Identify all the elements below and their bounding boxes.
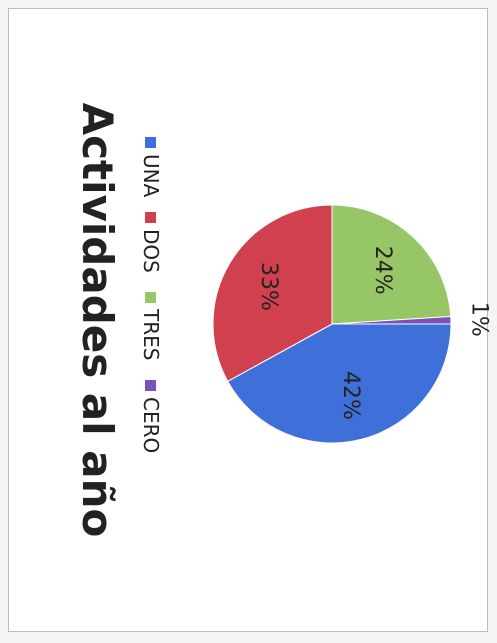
legend-label-tres: TRES	[139, 308, 163, 360]
legend-swatch-una	[145, 137, 156, 148]
data-labels: 42% 33% 24% 1%	[256, 246, 491, 420]
pie-slice-cero	[331, 315, 452, 325]
legend-swatch-tres	[145, 292, 156, 303]
rotated-chart-group: Actividades al año UNA DOS TRES CERO 42% 33%…	[73, 103, 491, 538]
legend: UNA DOS TRES CERO	[139, 137, 163, 453]
pie-slice-una	[227, 323, 452, 444]
pie-slices	[212, 204, 452, 444]
data-label-una: 42%	[338, 371, 363, 420]
data-label-cero: 1%	[466, 302, 491, 337]
data-label-tres: 24%	[370, 246, 395, 295]
legend-label-dos: DOS	[139, 229, 163, 273]
legend-label-cero: CERO	[139, 397, 163, 453]
data-label-dos: 33%	[256, 262, 281, 311]
legend-swatch-dos	[145, 212, 156, 223]
pie-slice-tres	[331, 204, 452, 325]
legend-label-una: UNA	[139, 154, 163, 198]
chart-title: Actividades al año	[73, 103, 122, 538]
legend-swatch-cero	[145, 380, 156, 391]
pie-slice-dos	[212, 204, 333, 383]
